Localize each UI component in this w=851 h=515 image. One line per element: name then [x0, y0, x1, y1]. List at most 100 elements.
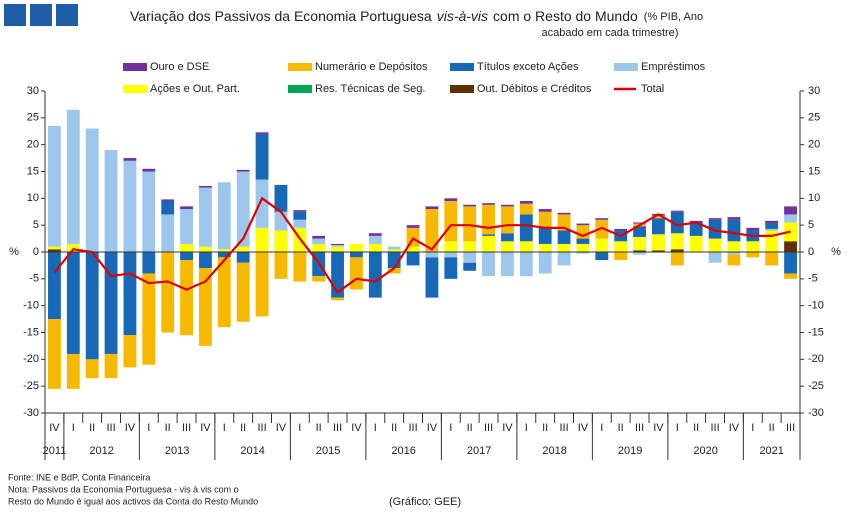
bar-segment — [538, 252, 552, 274]
bar-segment — [350, 257, 363, 290]
bar-segment — [557, 230, 571, 244]
bar-segment — [293, 211, 307, 220]
bar-segment — [670, 210, 684, 212]
bar-segment — [236, 171, 250, 247]
y-tick-label: -5 — [29, 273, 39, 285]
bar-segment — [255, 133, 269, 180]
year-label: 2013 — [165, 445, 189, 457]
bar-segment — [727, 252, 741, 255]
bar-segment — [104, 252, 118, 354]
bar-segment — [368, 235, 382, 244]
bar-segment — [746, 227, 760, 231]
bar-segment — [463, 262, 477, 271]
bar-segment — [652, 250, 665, 252]
y-axis-label: % — [831, 246, 841, 258]
y2-tick-label: -15 — [808, 326, 824, 338]
bar-segment — [708, 219, 722, 239]
bar-segment — [765, 223, 779, 229]
x-tick-label: II — [467, 422, 473, 434]
bar-segment — [350, 243, 363, 252]
bar-segment — [85, 359, 99, 379]
bar-segment — [274, 230, 288, 252]
x-tick-label: I — [298, 422, 301, 434]
y2-tick-label: 5 — [808, 219, 814, 231]
bar-segment — [331, 243, 344, 246]
bar-segment — [274, 252, 288, 279]
bar-segment — [519, 252, 533, 277]
bar-segment — [331, 245, 344, 247]
y2-tick-label: 10 — [808, 192, 820, 204]
bar-segment — [670, 252, 684, 266]
bar-segment — [501, 204, 514, 207]
bar-segment — [519, 203, 533, 215]
bar-segment — [255, 227, 269, 252]
bar-segment — [708, 218, 722, 220]
bar-segment — [425, 206, 439, 210]
bar-segment — [557, 252, 571, 266]
bar-segment — [199, 268, 212, 346]
bar-segment — [123, 252, 137, 336]
x-tick-label: IV — [125, 422, 136, 434]
bar-segment — [199, 187, 212, 247]
y2-tick-label: -30 — [808, 407, 824, 419]
year-label: 2019 — [618, 445, 642, 457]
bar-segment — [425, 257, 439, 298]
bar-segment — [293, 210, 307, 212]
bar-segment — [595, 238, 609, 252]
bar-segment — [595, 252, 609, 261]
legend-label: Ouro e DSE — [150, 61, 209, 73]
bar-segment — [387, 268, 401, 274]
year-label: 2014 — [240, 445, 264, 457]
bar-segment — [670, 249, 684, 252]
bar-segment — [689, 222, 703, 236]
x-tick-label: II — [618, 422, 624, 434]
x-tick-label: II — [316, 422, 322, 434]
bar-segment — [85, 252, 99, 360]
x-tick-label: III — [257, 422, 266, 434]
bar-segment — [670, 211, 684, 234]
bar-segment — [161, 252, 175, 333]
y-tick-label: 15 — [27, 165, 39, 177]
y-tick-label: 5 — [33, 219, 39, 231]
bar-segment — [180, 206, 193, 210]
x-tick-label: IV — [351, 422, 362, 434]
bar-segment — [123, 160, 137, 252]
bar-segment — [48, 252, 61, 320]
y2-tick-label: 25 — [808, 112, 820, 124]
bar-segment — [689, 235, 703, 252]
bar-segment — [784, 241, 797, 252]
bar-segment — [444, 198, 458, 202]
bar-segment — [217, 249, 231, 252]
bar-segment — [406, 225, 420, 228]
bar-segment — [350, 252, 363, 258]
bar-segment — [274, 211, 288, 231]
bar-segment — [463, 206, 477, 242]
legend-label: Total — [641, 83, 664, 95]
bar-segment — [784, 214, 797, 223]
bar-segment — [48, 125, 61, 247]
bar-segment — [576, 243, 590, 252]
year-label: 2015 — [316, 445, 340, 457]
x-tick-label: II — [391, 422, 397, 434]
y-tick-label: -20 — [23, 353, 39, 365]
y-tick-label: 25 — [27, 112, 39, 124]
bar-segment — [765, 220, 779, 224]
chart-title: Variação dos Passivos da Economia Portug… — [130, 8, 703, 24]
x-tick-label: I — [449, 422, 452, 434]
x-tick-label: I — [72, 422, 75, 434]
y2-tick-label: -5 — [808, 273, 818, 285]
note: Nota: Passivos da Economia Portuguesa - … — [8, 484, 239, 494]
bar-segment — [406, 252, 420, 266]
bar-segment — [538, 227, 552, 244]
bar-segment — [482, 252, 495, 277]
bar-segment — [312, 276, 326, 282]
legend-swatch — [123, 85, 147, 93]
bar-segment — [576, 238, 590, 244]
bar-segment — [633, 236, 646, 251]
bar-segment — [784, 252, 797, 274]
bar-segment — [519, 241, 533, 252]
x-tick-label: IV — [578, 422, 589, 434]
bar-segment — [501, 206, 514, 234]
x-tick-label: IV — [200, 422, 211, 434]
bar-segment — [85, 128, 99, 252]
